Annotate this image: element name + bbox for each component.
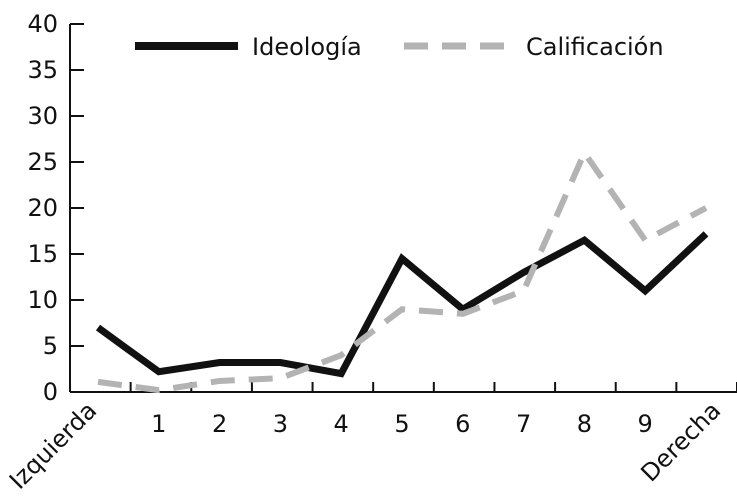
legend-label-calificacion: Calificación — [526, 33, 664, 61]
y-tick-label-25: 25 — [27, 148, 58, 176]
y-tick-label-15: 15 — [27, 240, 58, 268]
x-tick-label-5: 5 — [394, 410, 409, 438]
y-tick-label-10: 10 — [27, 286, 58, 314]
legend-label-ideologia: Ideología — [252, 33, 362, 61]
x-tick-label-9: 9 — [638, 410, 653, 438]
y-tick-label-20: 20 — [27, 194, 58, 222]
y-tick-label-5: 5 — [43, 332, 58, 360]
x-tick-label-8: 8 — [577, 410, 592, 438]
x-tick-label-7: 7 — [516, 410, 531, 438]
y-tick-label-35: 35 — [27, 56, 58, 84]
series-line-ideologia — [95, 231, 709, 378]
y-tick-label-40: 40 — [27, 10, 58, 38]
x-tick-label-2: 2 — [212, 410, 227, 438]
x-tick-label-3: 3 — [273, 410, 288, 438]
x-tick-label-1: 1 — [151, 410, 166, 438]
x-tick-label-izquierda: Izquierda — [4, 396, 102, 494]
x-tick-label-4: 4 — [334, 410, 349, 438]
series-line-calificacion — [97, 146, 708, 394]
series-layer — [95, 146, 709, 394]
legend: Ideología Calificación — [135, 33, 664, 61]
y-tick-label-0: 0 — [43, 378, 58, 406]
x-tick-label-6: 6 — [455, 410, 470, 438]
y-tick-label-30: 30 — [27, 102, 58, 130]
